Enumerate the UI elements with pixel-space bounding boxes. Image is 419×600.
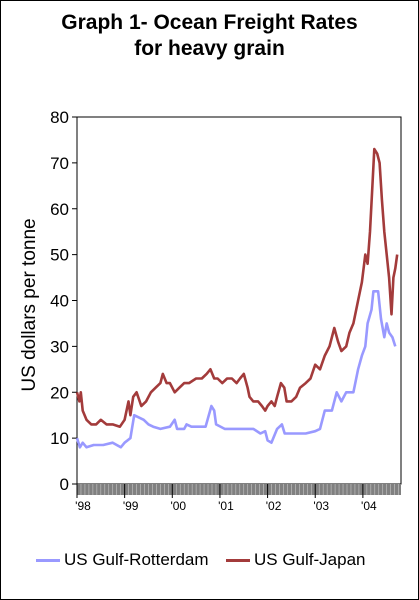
x-axis-date-band	[77, 484, 401, 495]
y-tick-label: 80	[50, 108, 69, 127]
x-tick-label: '00	[170, 499, 186, 513]
chart-title-line-1: Graph 1- Ocean Freight Rates	[61, 11, 358, 34]
y-tick-label: 30	[50, 337, 69, 356]
legend-label-japan: US Gulf-Japan	[254, 550, 366, 569]
chart-title: Graph 1- Ocean Freight Rates for heavy g…	[0, 10, 419, 62]
y-tick-label: 50	[50, 246, 69, 265]
y-tick-label: 20	[50, 383, 69, 402]
x-tick-label: '03	[313, 499, 329, 513]
legend-swatch-rotterdam	[36, 558, 60, 562]
x-tick-label: '99	[123, 499, 139, 513]
series-line-rotterdam	[75, 289, 397, 449]
chart-title-line-2: for heavy grain	[134, 37, 285, 60]
y-axis-label: US dollars per tonne	[19, 218, 40, 391]
x-tick-label: '98	[75, 499, 91, 513]
x-tick-label: '01	[218, 499, 234, 513]
series-line-japan	[75, 147, 399, 429]
y-tick-label: 0	[60, 475, 69, 494]
y-tick-label: 60	[50, 200, 69, 219]
legend-label-rotterdam: US Gulf-Rotterdam	[64, 550, 209, 569]
y-tick-label: 40	[50, 292, 69, 311]
y-tick-label: 10	[50, 429, 69, 448]
x-tick-label: '02	[266, 499, 282, 513]
y-tick-label: 70	[50, 154, 69, 173]
x-tick-label: '04	[361, 499, 377, 513]
legend-item-japan: US Gulf-Japan	[226, 550, 366, 570]
legend-swatch-japan	[226, 558, 250, 562]
plot-area: 0 10 20 30 40 50 60 70 80 '98 '99 '00 '01 '02 '03 '04	[50, 108, 402, 513]
legend-item-rotterdam: US Gulf-Rotterdam	[36, 550, 209, 570]
